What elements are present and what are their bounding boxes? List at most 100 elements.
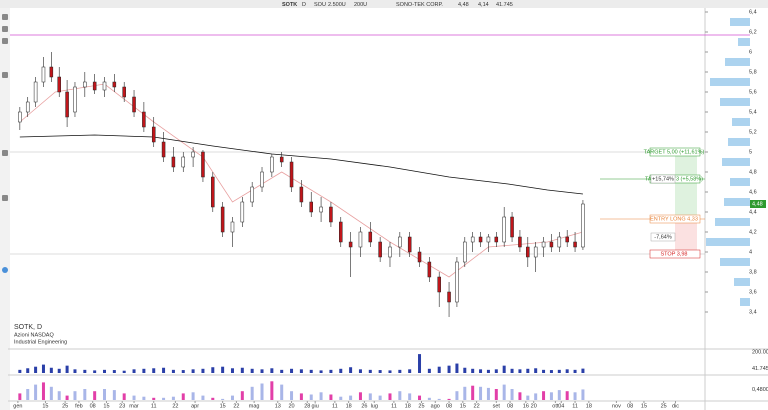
oscillator-bar [526, 395, 530, 400]
x-tick-label: 25 [418, 403, 424, 409]
tool-icon[interactable] [2, 267, 8, 273]
volume-bar [49, 367, 53, 373]
volume-bar [122, 370, 126, 373]
profile-bar [734, 278, 750, 286]
x-tick-label: 11 [332, 403, 338, 409]
volume-bar [240, 367, 244, 373]
volume-tick-label: 41.745 [752, 366, 768, 372]
x-tick-label: 16 [523, 403, 529, 409]
x-tick-label: nov [612, 403, 621, 409]
x-tick-label: 26 [361, 403, 367, 409]
volume-bar [349, 367, 353, 373]
oscillator-bar [230, 395, 234, 400]
volume-bar [201, 368, 205, 373]
oscillator-bar [518, 392, 522, 400]
x-tick-label: ago [431, 403, 440, 409]
tool-icon[interactable] [2, 14, 8, 20]
profile-bar [706, 238, 750, 246]
y-tick-label: 3,6 [749, 289, 757, 295]
x-tick-label: 20 [531, 403, 537, 409]
y-tick-label: 4,6 [749, 189, 757, 195]
profile-bar [715, 218, 750, 226]
volume-bar [270, 368, 274, 373]
tool-icon[interactable] [2, 150, 8, 156]
candle-body [427, 261, 432, 278]
candle-body [83, 81, 87, 88]
volume-bar [329, 369, 333, 373]
level-box [649, 249, 701, 259]
field: 2.500U [328, 2, 346, 8]
volume-bar [26, 368, 30, 373]
candle-body [518, 236, 522, 248]
x-tick-label: 18 [346, 403, 352, 409]
profile-bar [725, 58, 750, 66]
x-tick-label: 08 [446, 403, 452, 409]
oscillator-bar [260, 383, 264, 400]
oscillator-bar [201, 395, 205, 400]
candle-body [417, 251, 422, 263]
volume-bar [549, 370, 553, 373]
plot: 3,4 3,6 3,8 4 4,2 4,4 4,6 4,8 5 5,2 5,4 5,6 5,8 6 6,2 6… [10, 9, 768, 409]
x-tick-label: 04 [558, 403, 564, 409]
side-toolbar [0, 8, 10, 410]
tool-icon[interactable] [2, 38, 8, 44]
profile-bar [722, 158, 750, 166]
volume-bar [510, 368, 514, 373]
candle-body [65, 91, 69, 118]
candle-body [573, 241, 577, 248]
volume-bar [73, 369, 77, 373]
oscillator-bar [408, 393, 412, 400]
low-price: 4,14 [478, 2, 489, 8]
profile-bar [724, 198, 750, 206]
candle-body [309, 201, 313, 213]
volume-bar [260, 369, 264, 373]
volume-bar [358, 369, 362, 373]
volume-bar [542, 369, 546, 373]
level-label: TARGET 5,00 (+11,61%) [644, 149, 705, 155]
range-box [650, 174, 676, 184]
side-icons [2, 14, 8, 273]
oscillator-bar [486, 387, 490, 400]
oscillator-bar [152, 397, 156, 400]
volume-bar [65, 365, 69, 373]
x-tick-label: 22 [172, 403, 178, 409]
candle-body [368, 231, 373, 243]
volume-bar [573, 369, 577, 373]
x-tick-label: 22 [474, 403, 480, 409]
info-title: SOTK, D [14, 324, 42, 331]
oscillator-bar [112, 390, 116, 400]
tool-icon[interactable] [2, 195, 8, 201]
oscillator-bar [221, 398, 225, 400]
profile-bar [710, 78, 750, 86]
symbol: SOTK [282, 2, 297, 8]
tool-icon[interactable] [2, 26, 8, 32]
volume-bar [93, 370, 97, 373]
candle-body [581, 203, 585, 248]
oscillator-bar [471, 385, 475, 400]
level-box [649, 147, 701, 157]
oscillator-bar [191, 392, 195, 400]
profile-bar [720, 98, 750, 106]
oscillator-bar [358, 392, 362, 400]
candle-body [92, 81, 97, 91]
x-tick-label: 08 [90, 403, 96, 409]
candle-body [533, 246, 538, 258]
oscillator-bar [378, 395, 382, 400]
x-tick-label: 28 [304, 403, 310, 409]
oscillator-bar [49, 386, 53, 400]
oscillator-bar [542, 391, 546, 400]
range-label: -7,64% [654, 234, 672, 240]
oscillator-bar [581, 389, 585, 400]
volume-bar [471, 368, 475, 373]
tool-icon[interactable] [2, 72, 8, 78]
oscillator-bar [447, 398, 451, 400]
oscillator-bar [162, 397, 166, 400]
volume-bar [494, 369, 498, 373]
oscillator-bar [299, 393, 303, 400]
x-tick-label: feb [75, 403, 83, 409]
volume-bar [427, 368, 431, 373]
candle-body [478, 236, 483, 243]
oscillator-bar [34, 384, 38, 400]
candle-body [171, 156, 176, 168]
volume-bar [486, 369, 490, 373]
